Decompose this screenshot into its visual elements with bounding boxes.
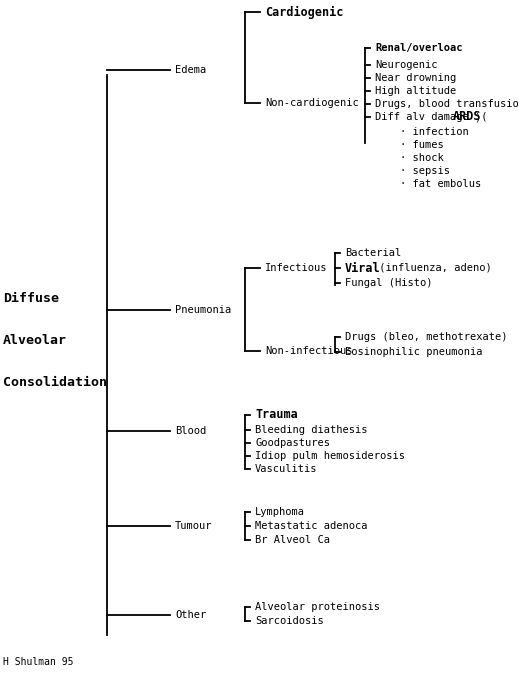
Text: Vasculitis: Vasculitis <box>255 464 318 474</box>
Text: ARDS: ARDS <box>453 111 482 124</box>
Text: Bacterial: Bacterial <box>345 248 401 258</box>
Text: Neurogenic: Neurogenic <box>375 60 438 70</box>
Text: Non-cardiogenic: Non-cardiogenic <box>265 98 359 108</box>
Text: H Shulman 95: H Shulman 95 <box>3 657 74 667</box>
Text: Non-infectious: Non-infectious <box>265 346 353 356</box>
Text: · infection: · infection <box>400 127 469 137</box>
Text: Br Alveol Ca: Br Alveol Ca <box>255 535 330 545</box>
Text: Alveolar proteinosis: Alveolar proteinosis <box>255 602 380 612</box>
Text: Pneumonia: Pneumonia <box>175 305 231 315</box>
Text: · sepsis: · sepsis <box>400 166 450 176</box>
Text: High altitude: High altitude <box>375 86 456 96</box>
Text: Lymphoma: Lymphoma <box>255 507 305 517</box>
Text: Tumour: Tumour <box>175 521 212 531</box>
Text: Edema: Edema <box>175 65 206 75</box>
Text: Eosinophilic pneumonia: Eosinophilic pneumonia <box>345 347 482 357</box>
Text: Renal/overloac: Renal/overloac <box>375 43 463 53</box>
Text: · shock: · shock <box>400 153 444 163</box>
Text: Diff alv damage  (: Diff alv damage ( <box>375 112 487 122</box>
Text: Idiop pulm hemosiderosis: Idiop pulm hemosiderosis <box>255 451 405 461</box>
Text: Diffuse

Alveolar

Consolidation: Diffuse Alveolar Consolidation <box>3 292 107 389</box>
Text: Blood: Blood <box>175 426 206 436</box>
Text: Infectious: Infectious <box>265 263 327 273</box>
Text: Metastatic adenoca: Metastatic adenoca <box>255 521 367 531</box>
Text: · fat embolus: · fat embolus <box>400 179 481 189</box>
Text: (influenza, adeno): (influenza, adeno) <box>373 263 492 273</box>
Text: Sarcoidosis: Sarcoidosis <box>255 616 324 626</box>
Text: · fumes: · fumes <box>400 140 444 150</box>
Text: Drugs (bleo, methotrexate): Drugs (bleo, methotrexate) <box>345 332 508 342</box>
Text: Trauma: Trauma <box>255 408 298 421</box>
Text: Goodpastures: Goodpastures <box>255 438 330 448</box>
Text: Bleeding diathesis: Bleeding diathesis <box>255 425 367 435</box>
Text: Fungal (Histo): Fungal (Histo) <box>345 278 433 288</box>
Text: Near drowning: Near drowning <box>375 73 456 83</box>
Text: Cardiogenic: Cardiogenic <box>265 5 343 18</box>
Text: Drugs, blood transfusion: Drugs, blood transfusion <box>375 99 518 109</box>
Text: Other: Other <box>175 610 206 620</box>
Text: ): ) <box>474 112 480 122</box>
Text: Viral: Viral <box>345 261 381 275</box>
